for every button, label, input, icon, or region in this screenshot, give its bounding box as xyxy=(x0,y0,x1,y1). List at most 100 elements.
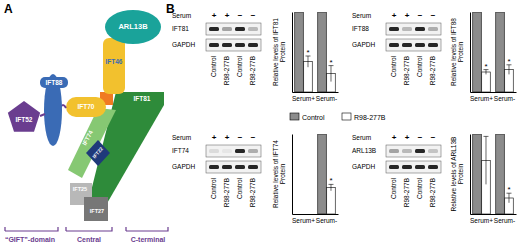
x-tick: Serum+ xyxy=(470,92,493,102)
band xyxy=(209,43,219,47)
band xyxy=(402,43,412,47)
protein-label: IFT22 xyxy=(91,145,104,159)
band xyxy=(209,27,219,31)
bar xyxy=(318,12,327,92)
legend-label: R98-277B xyxy=(354,114,386,121)
x-axis-line xyxy=(293,214,339,215)
bar xyxy=(318,134,327,214)
blot-frame xyxy=(206,39,261,51)
band xyxy=(428,165,438,169)
lane-label: Control xyxy=(416,55,423,77)
band xyxy=(209,149,219,153)
lane-label: R98-277B xyxy=(249,178,256,207)
band xyxy=(222,165,232,169)
serum-label: Serum xyxy=(352,12,371,19)
blot-frame xyxy=(386,161,441,173)
protein-label: ARL13B xyxy=(118,22,148,31)
x-axis: Serum+Serum- xyxy=(470,92,516,102)
significance: * xyxy=(484,62,487,71)
error-bar xyxy=(305,56,310,67)
serum-label: Serum xyxy=(172,134,191,141)
x-axis-line xyxy=(471,92,517,93)
ift22-shape xyxy=(86,140,110,166)
band xyxy=(248,27,258,31)
diagram: IFT52IFT88IFT70ARL13BIFT46IFT81IFT74IFT2… xyxy=(5,10,168,243)
row-label: IFT88 xyxy=(352,25,369,32)
significance: * xyxy=(329,58,332,67)
legend-swatch xyxy=(342,113,351,120)
x-tick: Serum- xyxy=(316,92,337,102)
y-axis-title: Relative levels of IFT81Protein xyxy=(272,18,286,86)
x-axis-line xyxy=(293,92,339,93)
y-axis-line xyxy=(292,135,293,215)
protein-label: IFT81 xyxy=(134,95,151,102)
y-axis xyxy=(292,135,293,215)
x-tick-label: Serum- xyxy=(494,95,515,102)
row-label: GAPDH xyxy=(172,163,195,170)
y-axis-title: Relative levels of IFT88Protein xyxy=(450,18,464,86)
protein-label: IFT25 xyxy=(73,186,87,192)
blot-frame xyxy=(386,145,441,157)
annotations: ** xyxy=(484,57,510,71)
y-axis-line xyxy=(470,13,471,93)
blot-frame xyxy=(206,161,261,173)
bar xyxy=(327,188,336,214)
ift27-shape xyxy=(84,197,108,221)
ift70-shape xyxy=(66,97,106,117)
band xyxy=(222,149,232,153)
x-tick: Serum+ xyxy=(470,214,493,224)
row-label: IFT81 xyxy=(172,25,189,32)
lane-label: R98-277B xyxy=(429,178,436,207)
row-label: GAPDH xyxy=(352,163,375,170)
domain-bracket xyxy=(66,227,112,231)
linker xyxy=(40,114,45,116)
bar xyxy=(473,12,482,92)
row-label: ARL13B xyxy=(352,147,376,154)
band xyxy=(209,165,219,169)
serum-label: Serum xyxy=(172,12,191,19)
serum-sign: − xyxy=(418,133,423,142)
bar xyxy=(496,134,505,214)
band xyxy=(235,165,245,169)
bar-chart: *Serum+Serum-Relative levels of IFT74Pro… xyxy=(272,134,338,224)
lane-label: R98-277B xyxy=(249,56,256,85)
serum-sign: + xyxy=(225,133,230,142)
y-axis-title: Relative levels of ARL13BProtein xyxy=(450,137,464,212)
bar xyxy=(473,134,482,214)
blot: Serum++−−IFT81GAPDHControlR98-277BContro… xyxy=(172,11,261,85)
y-axis-title: Relative levels of IFT74Protein xyxy=(272,140,286,208)
domain-label: “GIFT”-domain xyxy=(5,236,55,243)
error-bar xyxy=(506,193,511,203)
blot: Serum++−−IFT88GAPDHControlR98-277BContro… xyxy=(352,11,441,85)
lane-label: Control xyxy=(390,177,397,199)
blot-frame xyxy=(386,39,441,51)
x-tick-label: Serum- xyxy=(494,217,515,224)
bars xyxy=(295,12,336,92)
ift46-shape xyxy=(103,38,125,94)
serum-sign: + xyxy=(392,133,397,142)
x-tick: Serum+ xyxy=(292,214,315,224)
blot-frame xyxy=(206,23,261,35)
ift74-shape xyxy=(68,108,116,178)
band xyxy=(415,149,425,153)
ift88-label-bg xyxy=(40,77,68,88)
blot: Serum++−−IFT74GAPDHControlR98-277BContro… xyxy=(172,133,261,207)
bar-chart: *Serum+Serum-Relative levels of ARL13BPr… xyxy=(450,134,516,224)
protein-label: IFT27 xyxy=(90,208,104,214)
bar xyxy=(496,12,505,92)
x-tick-label: Serum+ xyxy=(292,217,315,224)
bar-chart: ** Serum+Serum- Relative levels of IFT81Pr… xyxy=(272,12,338,102)
blot-frame xyxy=(386,23,441,35)
x-tick-label: Serum- xyxy=(316,95,337,102)
protein-label: IFT74 xyxy=(81,129,94,146)
annotations: ** xyxy=(306,48,332,67)
serum-sign: + xyxy=(212,133,217,142)
y-axis-line xyxy=(292,13,293,93)
x-tick-label: Serum+ xyxy=(292,95,315,102)
band xyxy=(389,27,399,31)
x-tick-label: Serum+ xyxy=(470,95,493,102)
lane-label: R98-277B xyxy=(403,178,410,207)
lane-label: R98-277B xyxy=(403,56,410,85)
serum-sign: − xyxy=(418,11,423,20)
band xyxy=(235,43,245,47)
